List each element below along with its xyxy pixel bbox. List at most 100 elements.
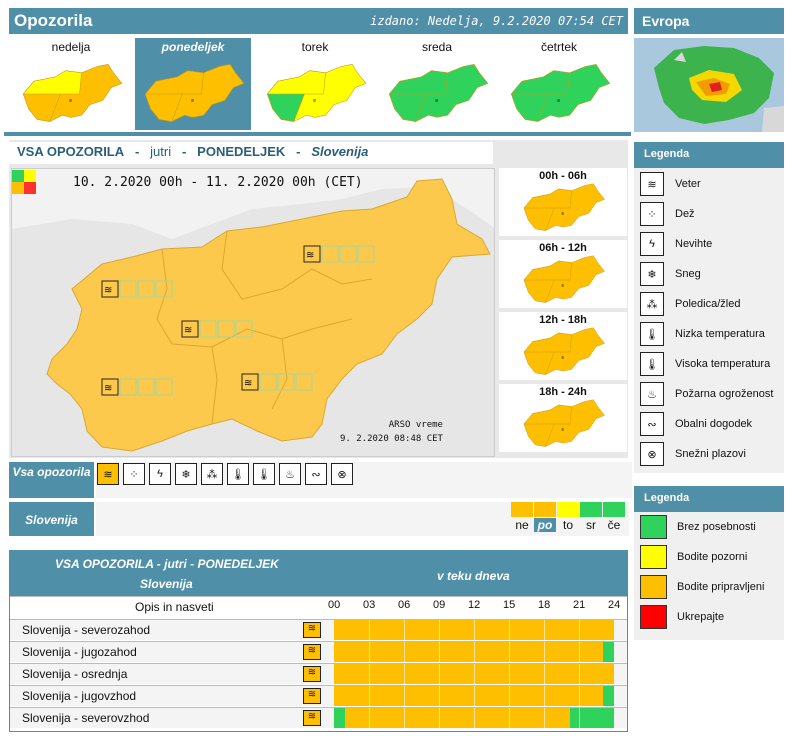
region-name: Slovenija - jugozahod bbox=[22, 645, 137, 659]
time-slot-label: 06h - 12h bbox=[539, 242, 587, 254]
map-wind-marker[interactable]: ≋ bbox=[241, 373, 313, 391]
table-colhead: Opis in nasveti bbox=[10, 596, 627, 618]
time-slot-label: 00h - 06h bbox=[539, 170, 587, 182]
legend-item: ⊗ Snežni plazovi bbox=[640, 441, 746, 467]
timeline-gridline bbox=[474, 708, 475, 728]
fire-danger-icon: ♨ bbox=[640, 382, 664, 406]
filter-low-temperature-icon[interactable]: 🌡 bbox=[227, 463, 249, 485]
thunderstorm-icon: ϟ bbox=[640, 232, 664, 256]
wind-icon: ≋ bbox=[303, 710, 321, 726]
europe-map[interactable] bbox=[634, 38, 784, 132]
level-day-label[interactable]: če bbox=[607, 518, 621, 532]
panel-title: VSA OPOZORILA - jutri - PONEDELJEK - Slo… bbox=[9, 142, 493, 164]
wind-icon: ≋ bbox=[640, 172, 664, 196]
day-tab-2[interactable]: torek ≡ bbox=[257, 38, 373, 130]
timeline-gridline bbox=[404, 708, 405, 728]
filter-high-temperature-icon[interactable]: 🌡 bbox=[253, 463, 275, 485]
timeline-gridline bbox=[439, 686, 440, 706]
level-swatch-sr[interactable] bbox=[580, 502, 602, 517]
table-header: VSA OPOZORILA - jutri - PONEDELJEK Slove… bbox=[10, 551, 627, 596]
timeline-gridline bbox=[404, 620, 405, 640]
level-color-swatch bbox=[640, 575, 667, 599]
day-map-thumbnail: ≡ bbox=[510, 64, 611, 122]
timeline-gridline bbox=[369, 664, 370, 684]
issued-timestamp: izdano: Nedelja, 9.2.2020 07:54 CET bbox=[370, 14, 623, 28]
timeline-gridline bbox=[474, 664, 475, 684]
map-wind-marker[interactable]: ≋ bbox=[101, 280, 173, 298]
filter-thunderstorm-icon[interactable]: ϟ bbox=[149, 463, 171, 485]
day-map-thumbnail: ≡ bbox=[388, 64, 489, 122]
svg-text:≋: ≋ bbox=[306, 250, 314, 261]
timeline-green-end bbox=[603, 686, 614, 706]
all-warnings-label[interactable]: Vsa opozorila bbox=[9, 462, 94, 498]
level-swatch-to[interactable] bbox=[557, 502, 579, 517]
day-tab-3[interactable]: sreda ≡ bbox=[379, 38, 495, 130]
level-swatch-po[interactable] bbox=[534, 502, 556, 517]
filter-snow-icon[interactable]: ❄ bbox=[175, 463, 197, 485]
time-slot-1[interactable]: 06h - 12h ≡ bbox=[499, 240, 627, 308]
slot-map-thumbnail: ≡ bbox=[523, 399, 605, 447]
slovenia-label[interactable]: Slovenija bbox=[9, 502, 94, 536]
fire-danger-icon: ♨ bbox=[285, 468, 295, 481]
svg-text:≡: ≡ bbox=[435, 98, 438, 104]
day-tab-label: sreda bbox=[421, 40, 453, 54]
day-tab-0[interactable]: nedelja ≡ bbox=[13, 38, 129, 130]
credit-time: 9. 2.2020 08:48 CET bbox=[340, 434, 443, 444]
legend-level-label: Bodite pripravljeni bbox=[677, 581, 765, 593]
level-day-label[interactable]: to bbox=[562, 518, 573, 532]
legend-item: ⁂ Poledica/žled bbox=[640, 291, 740, 317]
svg-text:≋: ≋ bbox=[184, 325, 192, 336]
time-slot-0[interactable]: 00h - 06h ≡ bbox=[499, 168, 627, 236]
map-wind-marker[interactable]: ≋ bbox=[303, 245, 375, 263]
timeline-gridline bbox=[509, 686, 510, 706]
map-date-range: 10. 2.2020 00h - 11. 2.2020 00h (CET) bbox=[73, 175, 363, 190]
europe-title: Evropa bbox=[634, 8, 784, 34]
time-slot-2[interactable]: 12h - 18h ≡ bbox=[499, 312, 627, 380]
day-tab-1[interactable]: ponedeljek ≡ bbox=[135, 38, 251, 130]
timeline-gridline bbox=[509, 620, 510, 640]
map-wind-marker[interactable]: ≋ bbox=[181, 320, 253, 338]
svg-text:≋: ≋ bbox=[104, 383, 112, 394]
timeline-gridline bbox=[509, 642, 510, 662]
level-swatch-če[interactable] bbox=[603, 502, 625, 517]
hour-tick-label: 00 bbox=[328, 599, 341, 611]
timeline-gridline bbox=[579, 686, 580, 706]
level-day-label[interactable]: po bbox=[534, 518, 556, 532]
hour-tick-label: 18 bbox=[538, 599, 551, 611]
svg-text:≡: ≡ bbox=[561, 211, 564, 216]
timeline-gridline bbox=[509, 664, 510, 684]
header-bar: Opozorila izdano: Nedelja, 9.2.2020 07:5… bbox=[9, 8, 628, 34]
filter-fire-danger-icon[interactable]: ♨ bbox=[279, 463, 301, 485]
legend-level-item: Brez posebnosti bbox=[640, 514, 756, 540]
filter-rain-icon[interactable]: ⁘ bbox=[123, 463, 145, 485]
slot-map-thumbnail: ≡ bbox=[523, 183, 605, 231]
day-tab-4[interactable]: četrtek ≡ bbox=[501, 38, 617, 130]
thunderstorm-icon: ϟ bbox=[157, 468, 163, 480]
panel-title-all: VSA OPOZORILA bbox=[17, 144, 125, 159]
filter-coastal-event-icon[interactable]: ∾ bbox=[305, 463, 327, 485]
time-slot-3[interactable]: 18h - 24h ≡ bbox=[499, 384, 627, 452]
legend-item-label: Dež bbox=[675, 208, 695, 220]
table-title: VSA OPOZORILA - jutri - PONEDELJEK bbox=[55, 557, 279, 571]
page-title: Opozorila bbox=[14, 11, 93, 30]
svg-text:≡: ≡ bbox=[561, 427, 564, 432]
legend-item-label: Poledica/žled bbox=[675, 298, 741, 310]
low-temperature-icon: 🌡 bbox=[231, 468, 245, 481]
map-wind-marker[interactable]: ≋ bbox=[101, 378, 173, 396]
filter-ice-icon[interactable]: ⁂ bbox=[201, 463, 223, 485]
timeline-gridline bbox=[579, 664, 580, 684]
filter-avalanche-icon[interactable]: ⊗ bbox=[331, 463, 353, 485]
level-color-swatch bbox=[640, 545, 667, 569]
level-swatch-ne[interactable] bbox=[511, 502, 533, 517]
timeline-gridline bbox=[404, 664, 405, 684]
filter-wind-icon[interactable]: ≋ bbox=[97, 463, 119, 485]
level-day-label[interactable]: ne bbox=[515, 518, 529, 532]
legend-item-label: Požarna ogroženost bbox=[675, 388, 774, 400]
legend-level-item: Bodite pozorni bbox=[640, 544, 747, 570]
avalanche-icon: ⊗ bbox=[640, 442, 664, 466]
level-day-label[interactable]: sr bbox=[586, 518, 596, 532]
legend-level-label: Brez posebnosti bbox=[677, 521, 756, 533]
timeline-green-end bbox=[570, 708, 614, 728]
timeline-gridline bbox=[544, 686, 545, 706]
slovenia-map[interactable]: ≋ ≋ ≋ ≋ ≋ bbox=[11, 168, 495, 457]
